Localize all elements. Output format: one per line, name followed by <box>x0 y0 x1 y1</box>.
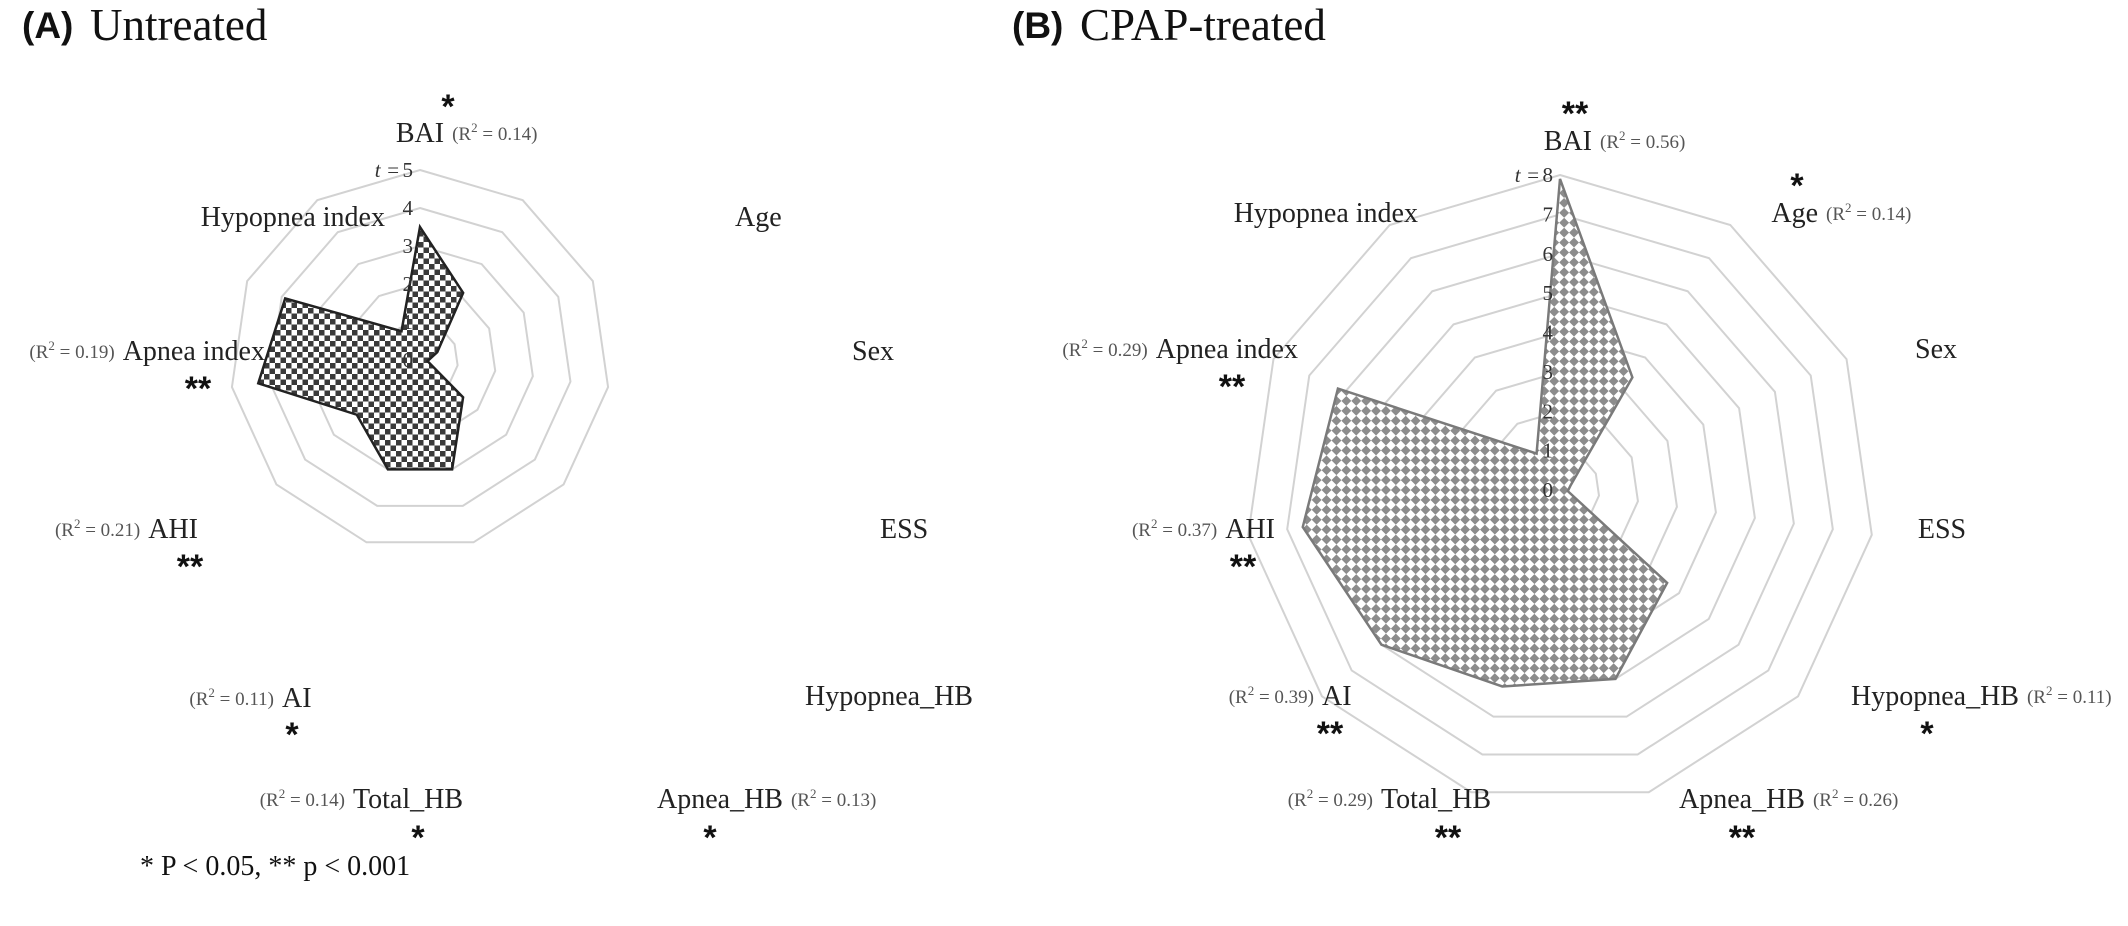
axis-label: AI <box>282 683 312 714</box>
r-squared-label: (R2 = 0.37) <box>1132 516 1217 541</box>
significance-marker: * <box>411 819 425 857</box>
axis-label: Total_HB <box>353 784 463 815</box>
panel-b-letter: (B) <box>1012 5 1063 46</box>
significance-marker: ** <box>177 548 204 586</box>
panel-a-ticks: 0 1 2 3 4 5t = <box>375 158 414 372</box>
axis-label: Sex <box>852 336 894 367</box>
axis-label: AI <box>1322 681 1352 712</box>
scale-prefix: t = <box>1515 163 1540 187</box>
r-squared-label: (R2 = 0.19) <box>29 338 114 363</box>
axis-label: Total_HB <box>1381 784 1491 815</box>
radar-series-polygon <box>256 223 465 471</box>
axis-label: Apnea_HB <box>1679 784 1805 815</box>
significance-marker: ** <box>1317 715 1344 753</box>
tick-label: 8 <box>1543 163 1554 187</box>
r-squared-label: (R2 = 0.14) <box>452 120 537 145</box>
axis-label: BAI <box>1544 126 1592 157</box>
axis-label: BAI <box>396 118 444 149</box>
tick-label: 1 <box>403 310 414 334</box>
tick-label: 1 <box>1543 439 1554 463</box>
panel-a-series <box>256 223 465 471</box>
axis-label: Hypopnea index <box>201 202 385 233</box>
grid-ring <box>1247 173 1873 794</box>
axis-label: Sex <box>1915 334 1957 365</box>
axis-label: Age <box>735 202 782 233</box>
grid-ring <box>1325 252 1795 718</box>
significance-marker: * <box>1790 167 1804 205</box>
scale-prefix: t = <box>375 158 400 182</box>
r-squared-label: (R2 = 0.26) <box>1813 786 1898 811</box>
significance-marker: ** <box>1562 95 1589 133</box>
significance-marker: ** <box>1435 819 1462 857</box>
significance-marker: * <box>703 819 717 857</box>
tick-label: 6 <box>1543 242 1554 266</box>
significance-marker: * <box>1920 715 1934 753</box>
axis-label: AHI <box>148 514 198 545</box>
axis-label: Hypopnea_HB <box>1851 681 2019 712</box>
axis-label: ESS <box>880 514 928 545</box>
significance-marker: ** <box>1230 548 1257 586</box>
axis-label: Hypopnea_HB <box>805 681 973 712</box>
r-squared-label: (R2 = 0.29) <box>1062 336 1147 361</box>
axis-label: AHI <box>1225 514 1275 545</box>
panel-b-title: CPAP-treated <box>1080 0 1326 50</box>
r-squared-label: (R2 = 0.39) <box>1229 683 1314 708</box>
significance-marker: ** <box>1219 368 1246 406</box>
r-squared-label: (R2 = 0.14) <box>1826 200 1911 225</box>
significance-marker: * <box>285 716 299 754</box>
axis-label: ESS <box>1918 514 1966 545</box>
tick-label: 5 <box>1543 281 1554 305</box>
significance-footnote: * P < 0.05, ** p < 0.001 <box>140 851 410 882</box>
panel-b-series <box>1301 178 1669 688</box>
grid-ring <box>1286 213 1834 756</box>
tick-label: 4 <box>403 196 414 220</box>
tick-label: 3 <box>403 234 414 258</box>
grid-ring <box>230 168 610 544</box>
panel-cpap-treated: (B) CPAP-treated 0 1 2 3 4 5 6 7 8t = BAI (R2 = 0… <box>1012 0 2112 857</box>
tick-label: 2 <box>403 272 414 296</box>
r-squared-label: (R2 = 0.14) <box>260 786 345 811</box>
panel-b-labels: BAI (R2 = 0.56) ** Age (R2 = 0.14) * Sex ESS Hyp… <box>1062 95 2111 857</box>
r-squared-label: (R2 = 0.29) <box>1288 786 1373 811</box>
tick-label: 0 <box>1543 478 1554 502</box>
panel-a-letter: (A) <box>22 5 73 46</box>
tick-label: 3 <box>1543 360 1554 384</box>
axis-label: Apnea_HB <box>657 784 783 815</box>
r-squared-label: (R2 = 0.56) <box>1600 128 1685 153</box>
tick-label: 2 <box>1543 399 1554 423</box>
r-squared-label: (R2 = 0.21) <box>55 516 140 541</box>
panel-a-title: Untreated <box>90 0 267 50</box>
grid-ring <box>268 206 572 507</box>
radar-series-polygon <box>1301 178 1669 688</box>
r-squared-label: (R2 = 0.13) <box>791 786 876 811</box>
tick-label: 5 <box>403 158 414 182</box>
r-squared-label: (R2 = 0.11) <box>189 685 274 710</box>
significance-marker: * <box>441 88 455 126</box>
axis-label: Apnea index <box>123 336 265 367</box>
axis-label: Apnea index <box>1156 334 1298 365</box>
significance-marker: ** <box>185 370 212 408</box>
tick-label: 4 <box>1543 321 1554 345</box>
panel-a-labels: BAI (R2 = 0.14)*AgeSexESSHypopnea_HBApnea… <box>29 88 973 857</box>
r-squared-label: (R2 = 0.11) <box>2027 683 2112 708</box>
axis-label: Age <box>1771 198 1818 229</box>
axis-label: Hypopnea index <box>1234 198 1418 229</box>
significance-marker: ** <box>1729 819 1756 857</box>
tick-label: 7 <box>1543 202 1554 226</box>
panel-b-ticks: 0 1 2 3 4 5 6 7 8t = <box>1515 163 1554 502</box>
tick-label: 0 <box>403 348 414 372</box>
